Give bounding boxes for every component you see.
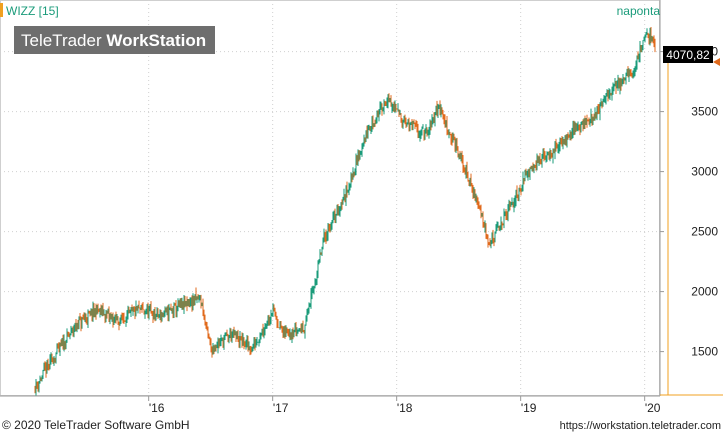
last-value-badge	[663, 46, 713, 63]
y-tick-label: 2000	[691, 285, 718, 299]
footer-url[interactable]: https://workstation.teletrader.com	[560, 420, 721, 432]
brand-logo: TeleTrader WorkStation	[21, 31, 206, 50]
period-label: naponta	[617, 4, 661, 18]
x-tick-label: '17	[273, 401, 289, 415]
y-tick-label: 3500	[691, 105, 718, 119]
x-tick-label: '16	[149, 401, 165, 415]
y-tick-label: 1500	[691, 345, 718, 359]
plot-frame	[0, 0, 660, 396]
brand-box	[14, 26, 215, 54]
x-tick-label: '20	[645, 401, 661, 415]
last-value-pointer	[713, 58, 720, 66]
axis-layer: 150020002500300035004000'16'17'18'19'20	[148, 45, 718, 415]
price-series	[34, 27, 656, 397]
instrument-marker	[0, 3, 3, 17]
last-value-label: 4070,82	[666, 48, 710, 62]
y-tick-label: 3000	[691, 165, 718, 179]
brand-bold-text: WorkStation	[106, 31, 206, 50]
x-tick-label: '18	[397, 401, 413, 415]
x-tick-label: '19	[521, 401, 537, 415]
brand-light-text: TeleTrader	[21, 31, 106, 50]
instrument-label: WIZZ [15]	[6, 4, 59, 18]
copyright-text: © 2020 TeleTrader Software GmbH	[2, 418, 190, 432]
y-tick-label: 2500	[691, 225, 718, 239]
